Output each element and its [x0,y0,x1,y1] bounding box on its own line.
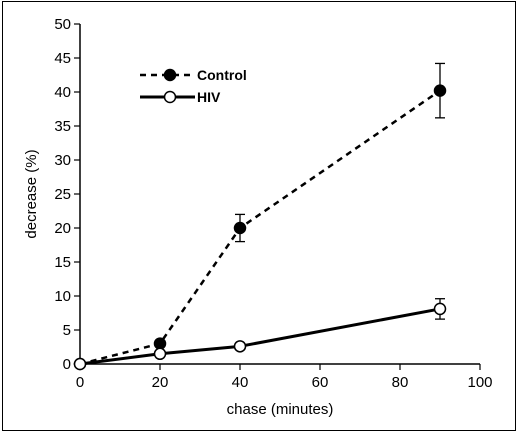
data-point [153,337,167,350]
x-tick-label: 80 [392,374,409,391]
data-point [233,340,247,353]
y-tick-label: 15 [54,254,71,271]
x-axis-title: chase (minutes) [227,401,334,418]
data-point [73,357,87,371]
data-point [153,347,167,361]
x-tick-label: 40 [232,374,249,391]
y-axis-title: decrease (%) [23,149,40,238]
y-tick-label: 45 [54,50,71,67]
axes: 0 5 10 15 20 25 30 35 40 45 50 0 20 40 60 80 100 [54,16,492,391]
x-tick-label: 60 [312,374,329,391]
legend-label: HIV [197,89,221,105]
y-tick-label: 10 [54,288,71,305]
y-tick-label: 35 [54,118,71,135]
series-hiv [73,298,447,371]
series-line [79,89,441,366]
y-tick-label: 50 [54,16,71,33]
y-tick-label: 40 [54,84,71,101]
series-line [79,307,441,366]
data-point [433,84,447,97]
x-tick-label: 0 [76,374,84,391]
legend-label: Control [197,67,247,83]
legend-item-hiv: HIV [140,89,221,105]
legend-marker [163,90,177,104]
x-tick-label: 100 [467,374,492,391]
data-point [433,302,447,316]
series-layer [73,62,447,371]
y-tick-label: 0 [63,356,71,373]
legend-item-control: Control [140,67,247,83]
data-point [233,221,247,235]
y-tick-label: 30 [54,152,71,169]
y-tick-label: 5 [63,322,71,339]
y-tick-label: 20 [54,220,71,237]
legend-marker [163,68,177,82]
x-tick-label: 20 [152,374,169,391]
y-tick-label: 25 [54,186,71,203]
series-control [73,62,447,371]
legend: Control HIV [140,67,247,105]
